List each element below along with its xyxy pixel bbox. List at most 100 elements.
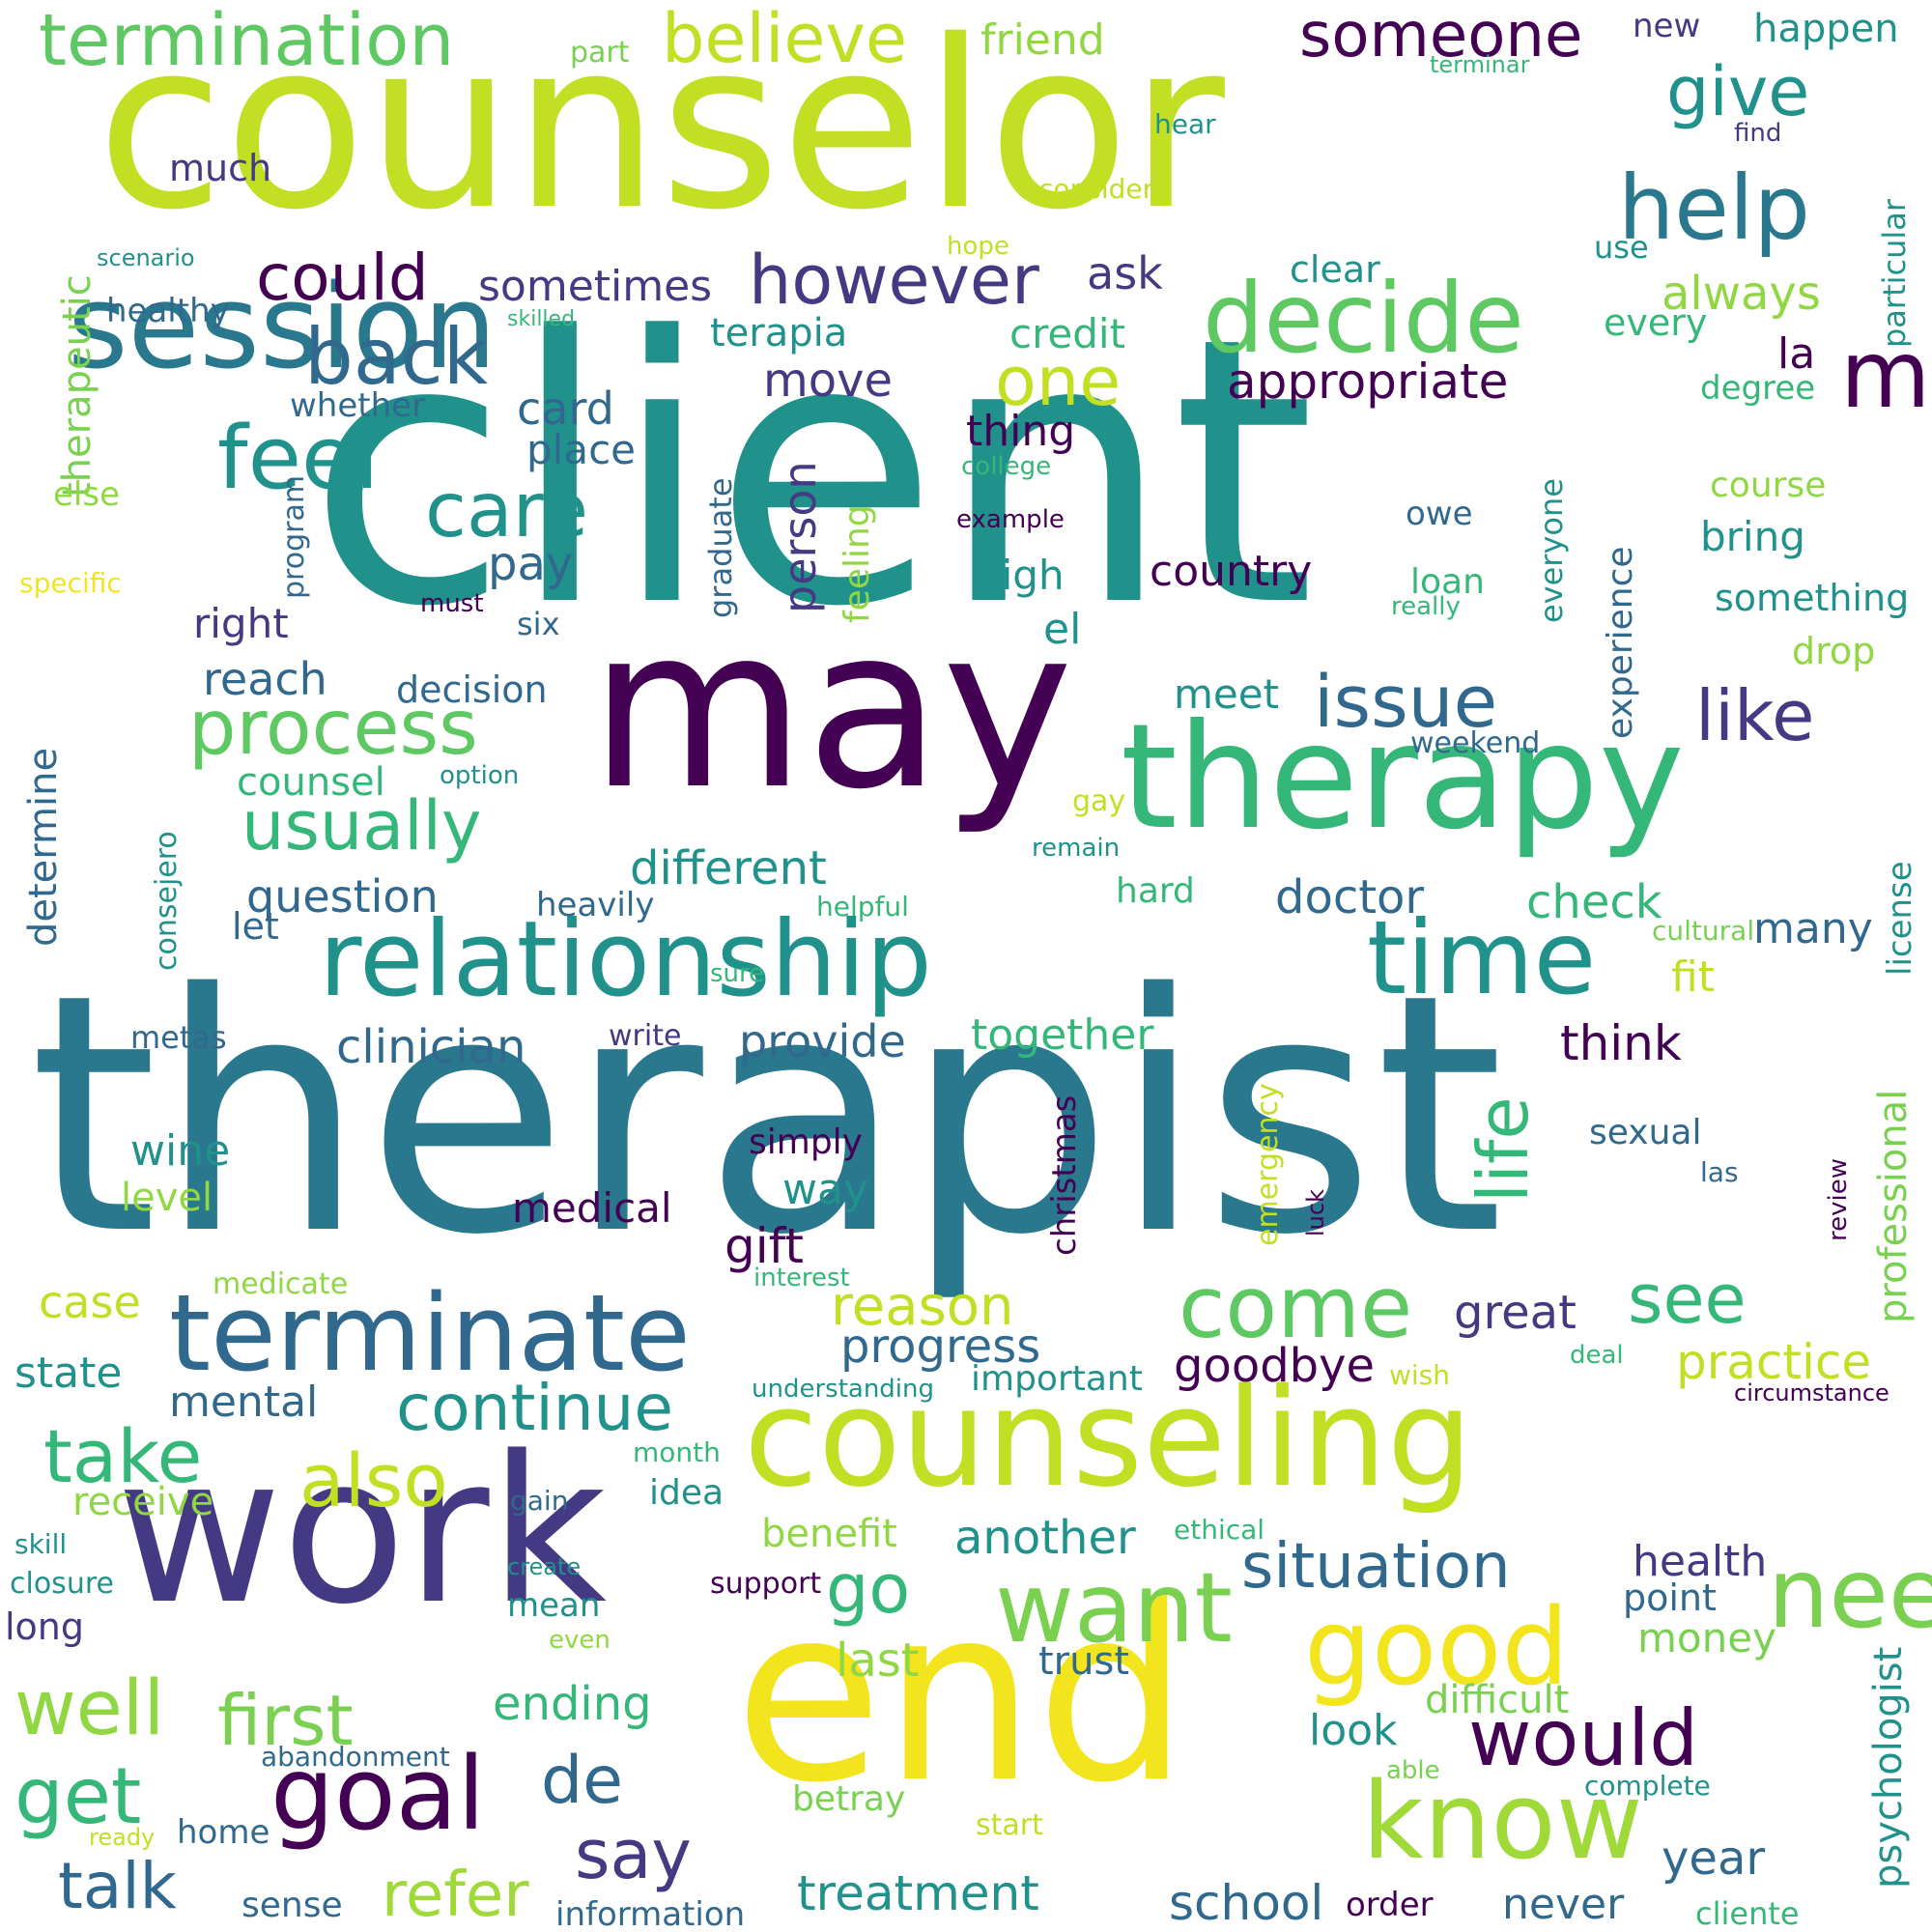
word-together: together [971, 1010, 1154, 1060]
word-many: many [1753, 904, 1873, 953]
word-order: order [1346, 1886, 1434, 1924]
word-bring: bring [1700, 513, 1805, 560]
word-clinician: clinician [336, 1020, 526, 1074]
word-benefit: benefit [761, 1512, 897, 1556]
word-usually: usually [242, 786, 482, 866]
word-able: able [1386, 1756, 1440, 1785]
word-therapy: therapy [1121, 694, 1685, 862]
word-point: point [1623, 1577, 1717, 1619]
word-las: las [1700, 1156, 1739, 1188]
word-mental: mental [169, 1378, 319, 1427]
word-right: right [193, 600, 289, 647]
word-counseling: counseling [744, 1360, 1473, 1518]
word-doctor: doctor [1275, 870, 1425, 924]
word-need: need [1768, 1537, 1932, 1650]
word-consejero: consejero [150, 831, 184, 971]
word-goal: goal [270, 1735, 486, 1853]
word-check: check [1526, 875, 1662, 929]
word-practice: practice [1676, 1334, 1872, 1390]
word-school: school [1169, 1875, 1324, 1931]
word-process: process [188, 685, 478, 772]
word-important: important [971, 1359, 1143, 1399]
word-medicate: medicate [213, 1267, 349, 1301]
word-sense: sense [242, 1886, 343, 1925]
word-last: last [836, 1634, 920, 1688]
word-pay: pay [488, 537, 574, 591]
word-give: give [1666, 52, 1810, 131]
word-another: another [954, 1511, 1136, 1565]
word-see: see [1628, 1260, 1747, 1339]
word-healthy: healthy [106, 292, 230, 330]
word-say: say [575, 1815, 692, 1894]
word-question: question [246, 870, 439, 923]
word-therapist: therapist [29, 924, 1504, 1307]
word-owe: owe [1406, 495, 1473, 533]
word-review: review [1824, 1158, 1853, 1241]
word-must: must [420, 589, 484, 618]
word-course: course [1710, 466, 1827, 505]
word-new: new [1633, 7, 1701, 45]
word-money: money [1637, 1614, 1776, 1662]
word-however: however [749, 241, 1039, 320]
word-make: make [1840, 321, 1932, 429]
word-continue: continue [396, 1371, 673, 1445]
word-skill: skill [14, 1528, 68, 1560]
word-sometimes: sometimes [478, 262, 713, 311]
word-psychologist: psychologist [1866, 1646, 1911, 1889]
word-thing: thing [966, 407, 1076, 456]
word-gift: gift [724, 1218, 804, 1274]
word-year: year [1662, 1832, 1766, 1886]
word-reach: reach [203, 653, 327, 705]
word-loan: loan [1410, 562, 1485, 602]
word-even: even [549, 1626, 611, 1655]
word-determine: determine [21, 747, 66, 947]
word-experience: experience [1601, 546, 1640, 739]
word-hear: hear [1154, 108, 1216, 140]
word-really: really [1391, 592, 1461, 621]
word-situation: situation [1241, 1531, 1511, 1603]
word-person: person [774, 461, 826, 613]
word-wine: wine [130, 1126, 231, 1176]
word-example: example [956, 505, 1065, 534]
word-ask: ask [1087, 247, 1163, 299]
word-professional: professional [1871, 1089, 1916, 1323]
word-consider: consider [1038, 173, 1154, 205]
word-back: back [304, 312, 489, 402]
word-betray: betray [792, 1779, 906, 1819]
word-want: want [995, 1551, 1233, 1664]
word-skilled: skilled [507, 307, 576, 331]
word-use: use [1594, 229, 1649, 266]
word-think: think [1560, 1015, 1682, 1071]
word-simply: simply [749, 1122, 863, 1162]
word-program: program [277, 474, 311, 599]
word-decide: decide [1203, 262, 1524, 375]
word-take: take [43, 1413, 203, 1499]
word-college: college [961, 452, 1052, 481]
word-sexual: sexual [1589, 1113, 1702, 1152]
word-meet: meet [1174, 670, 1280, 718]
word-ethical: ethical [1174, 1514, 1265, 1546]
word-support: support [710, 1567, 822, 1601]
word-de: de [541, 1743, 623, 1819]
word-wish: wish [1389, 1359, 1451, 1391]
word-scenario: scenario [97, 244, 195, 271]
word-cultural: cultural [1652, 915, 1755, 947]
word-much: much [169, 147, 272, 189]
word-mean: mean [507, 1586, 601, 1625]
word-know: know [1362, 1759, 1643, 1883]
word-clear: clear [1290, 248, 1380, 291]
word-find: find [1734, 119, 1782, 148]
word-health: health [1633, 1537, 1768, 1586]
word-let: let [232, 905, 279, 948]
word-talk: talk [58, 1849, 177, 1923]
word-feeling: feeling [838, 504, 877, 623]
word-believe: believe [662, 0, 907, 78]
word-counsel: counsel [237, 760, 385, 805]
word-counselor: counselor [97, 0, 1225, 261]
word-month: month [633, 1436, 721, 1468]
word-luck: luck [1302, 1189, 1329, 1236]
word-long: long [5, 1605, 85, 1648]
word-create: create [507, 1553, 582, 1580]
word-well: well [14, 1665, 165, 1752]
